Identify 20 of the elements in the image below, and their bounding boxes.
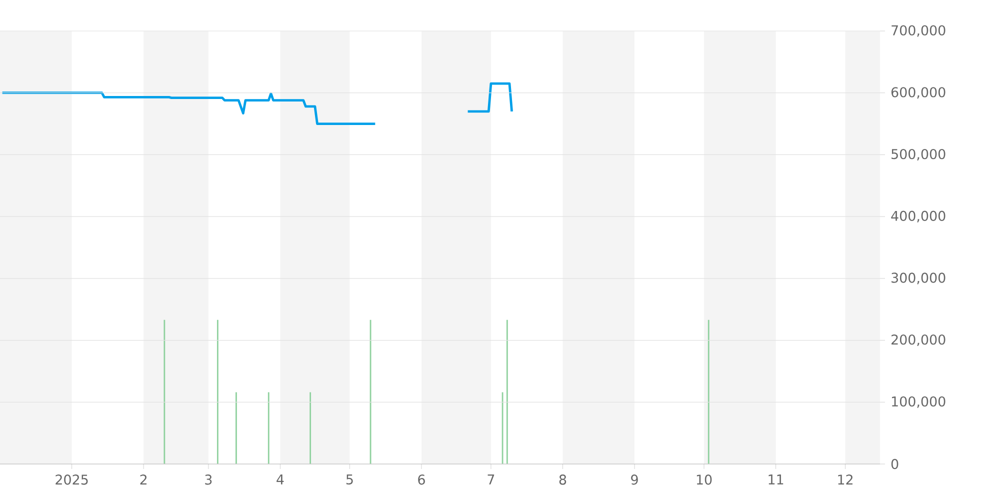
x-tick-label: 4	[276, 474, 284, 484]
x-tick-label: 2	[140, 474, 147, 485]
y-tick-label: 600,000	[891, 87, 946, 99]
x-tick-label: 5	[346, 474, 353, 485]
y-tick-label: 400,000	[891, 210, 946, 222]
x-tick-label: 2025	[56, 474, 88, 485]
x-tick-label: 6	[418, 474, 425, 485]
x-tick-label: 7	[488, 474, 494, 484]
x-tick-label: 8	[559, 474, 566, 485]
y-tick-label: 500,000	[892, 148, 946, 160]
x-tick-label: 12	[838, 474, 852, 485]
y-tick-label: 100,000	[892, 396, 946, 408]
y-tick-label: 200,000	[892, 334, 946, 346]
x-tick-label: 11	[768, 474, 784, 484]
y-tick-label: 0	[891, 458, 898, 470]
x-tick-label: 3	[205, 474, 212, 485]
x-tick-label: 10	[696, 474, 712, 485]
x-tick-label: 9	[631, 474, 638, 485]
y-tick-label: 700,000	[892, 25, 946, 37]
y-tick-label: 300,000	[892, 272, 946, 284]
